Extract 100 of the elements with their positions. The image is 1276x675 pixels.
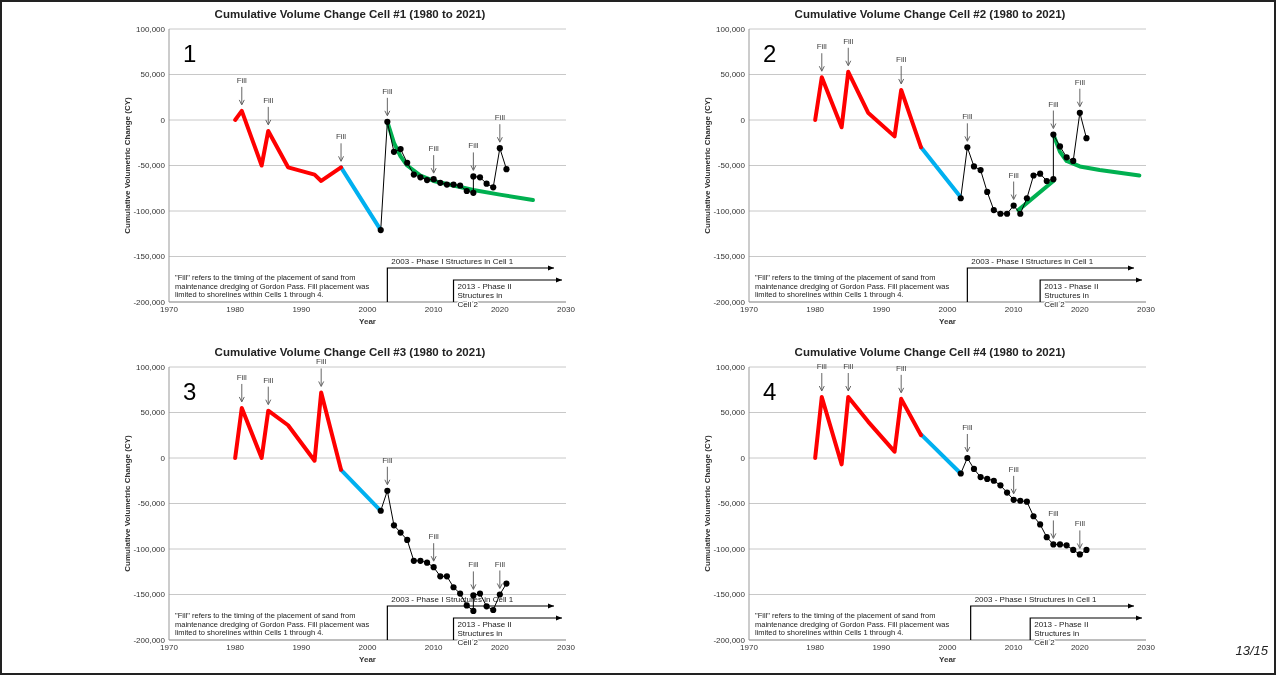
annotation: Fill	[1008, 170, 1019, 180]
annotation: Fill	[816, 362, 828, 372]
y-tick-label: 50,000	[140, 408, 166, 418]
annotation: Fill	[428, 532, 439, 542]
x-tick-label: 1990	[292, 643, 311, 652]
point	[483, 603, 490, 610]
y-tick-label: 100,000	[716, 362, 746, 372]
annotation: Fill	[816, 42, 828, 52]
point	[470, 173, 477, 180]
x-tick-label: 2010	[424, 305, 444, 314]
point	[1037, 521, 1044, 528]
y-tick-label: 100,000	[136, 24, 166, 34]
line-series	[233, 108, 344, 183]
x-tick-label: 1990	[872, 643, 891, 652]
y-tick-label: -200,000	[713, 635, 746, 645]
point	[990, 207, 997, 214]
point	[1056, 541, 1064, 548]
chart-title: Cumulative Volume Change Cell #4 (1980 to 2021)	[794, 346, 1066, 358]
x-tick-label: 2010	[1004, 643, 1024, 652]
annotation: Fill	[468, 141, 479, 151]
x-tick-label: 2030	[1137, 305, 1156, 314]
annotation: Fill	[494, 559, 506, 569]
point	[377, 227, 384, 234]
y-tick-label: -100,000	[133, 206, 166, 216]
x-axis-title: Year	[939, 655, 956, 664]
text: 13/15	[1235, 643, 1269, 658]
point	[404, 159, 411, 166]
point	[1070, 546, 1077, 553]
point	[1050, 541, 1057, 548]
x-tick-label: 2010	[1004, 305, 1024, 314]
point	[483, 180, 490, 187]
x-axis-title: Year	[359, 655, 376, 664]
point	[430, 176, 437, 183]
y-axis-title: Cumulative Volumetric Change (CY)	[123, 97, 132, 234]
point	[397, 146, 404, 153]
annotation: Fill	[263, 375, 274, 385]
annotation: Fill	[494, 113, 506, 123]
point	[423, 176, 431, 184]
chart-title: Cumulative Volume Change Cell #2 (1980 to 2021)	[794, 8, 1066, 20]
point	[476, 590, 484, 597]
point	[957, 195, 964, 202]
point	[397, 529, 404, 536]
y-tick-label: -100,000	[713, 206, 746, 216]
point	[1043, 534, 1050, 541]
x-axis-title: Year	[359, 317, 376, 326]
point	[490, 606, 497, 614]
y-tick-label: -50,000	[717, 161, 746, 171]
point	[384, 118, 391, 125]
y-tick-label: 100,000	[136, 362, 166, 372]
annotation: Fill	[843, 362, 854, 372]
chart-title: Cumulative Volume Change Cell #3 (1980 to 2021)	[214, 346, 486, 358]
point	[1030, 172, 1037, 179]
x-tick-label: 1990	[872, 305, 891, 314]
point	[430, 564, 437, 571]
annotation: 2	[763, 40, 777, 67]
x-tick-label: 2030	[1137, 643, 1156, 652]
point	[470, 189, 477, 196]
point	[503, 166, 510, 173]
point	[997, 210, 1004, 217]
point	[1037, 170, 1044, 177]
point	[443, 573, 450, 580]
point	[1076, 551, 1083, 558]
point	[390, 148, 398, 155]
point	[1017, 497, 1024, 504]
point	[1076, 109, 1083, 116]
ref-line-label: 2003 - Phase I Structures in Cell 1	[971, 257, 1094, 266]
point	[1010, 202, 1017, 209]
x-tick-label: 2030	[557, 305, 576, 314]
point	[964, 144, 971, 151]
x-tick-label: 1970	[740, 643, 759, 652]
point	[404, 536, 411, 543]
point	[463, 187, 470, 195]
annotation: Fill	[1008, 464, 1019, 474]
x-tick-label: 2000	[358, 643, 377, 652]
point	[417, 557, 424, 564]
point	[377, 507, 384, 514]
ref-line-label: 2003 - Phase I Structures in Cell 1	[391, 257, 514, 266]
point	[1083, 135, 1090, 142]
point	[470, 607, 477, 614]
point	[1043, 177, 1050, 185]
x-tick-label: 2020	[1070, 305, 1090, 314]
point	[1050, 131, 1057, 138]
annotation: Fill	[1074, 77, 1086, 87]
y-tick-label: -200,000	[133, 297, 166, 307]
annotation: Fill	[1048, 99, 1059, 109]
y-tick-label: -50,000	[137, 499, 166, 509]
point	[964, 454, 971, 462]
annotation: Fill	[896, 54, 907, 64]
y-tick-label: -150,000	[713, 252, 746, 262]
y-tick-label: -100,000	[713, 544, 746, 554]
line-series	[813, 69, 924, 150]
x-tick-label: 2030	[557, 643, 576, 652]
point	[423, 559, 431, 566]
y-tick-label: -150,000	[713, 590, 746, 600]
point	[410, 557, 417, 564]
y-tick-label: -150,000	[133, 590, 166, 600]
y-tick-label: -150,000	[133, 252, 166, 262]
y-tick-label: -200,000	[133, 635, 166, 645]
point	[410, 171, 417, 178]
annotation: Fill	[896, 363, 907, 373]
